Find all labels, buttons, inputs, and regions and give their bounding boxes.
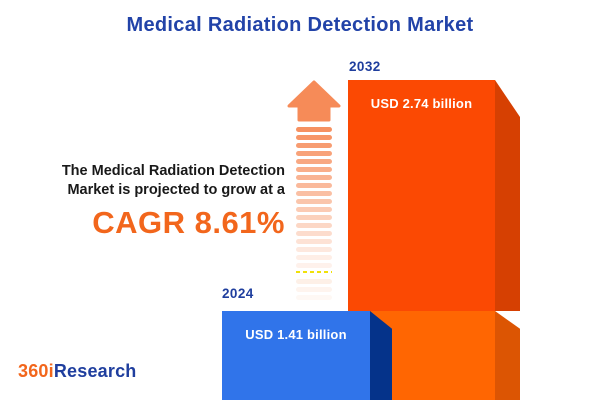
arrow-head-icon [287, 80, 341, 122]
bar-2024-front [222, 311, 370, 400]
annotation-block: The Medical Radiation Detection Market i… [0, 162, 285, 241]
bar-2032-base-side [495, 311, 520, 400]
brand-logo[interactable]: 360iResearch [18, 361, 137, 382]
brand-logo-360i: 360i [18, 361, 54, 381]
bar-2032-side [495, 80, 520, 311]
page-title: Medical Radiation Detection Market [126, 14, 474, 36]
value-label-2024: USD 1.41 billion [245, 327, 347, 342]
year-label-2024: 2024 [222, 286, 254, 301]
year-label-2032: 2032 [349, 59, 381, 74]
annotation-line-1: The Medical Radiation Detection [61, 163, 285, 179]
bar-2032-front [348, 80, 495, 311]
brand-logo-research: Research [53, 361, 137, 381]
annotation-line-2: Market is projected to grow at a [67, 181, 285, 198]
bar-2024-side [370, 311, 392, 400]
growth-arrow-icon [287, 80, 341, 400]
value-label-2032: USD 2.74 billion [370, 96, 473, 111]
cagr-value: CAGR 8.61% [92, 204, 285, 240]
